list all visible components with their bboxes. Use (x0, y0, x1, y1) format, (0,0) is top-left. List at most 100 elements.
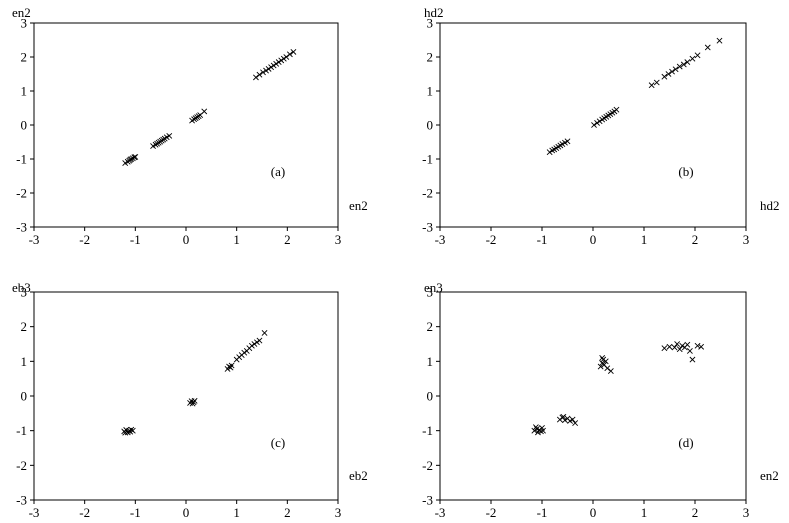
data-point (546, 149, 553, 156)
data-point (131, 154, 138, 161)
y-axis-label: hd2 (424, 5, 444, 20)
y-tick-label: -2 (422, 458, 433, 473)
data-point (594, 120, 600, 126)
data-point (122, 429, 129, 436)
data-point (540, 427, 546, 434)
data-point (532, 424, 539, 431)
data-point (273, 60, 280, 67)
x-tick-label: 0 (183, 505, 190, 520)
y-tick-label: 2 (21, 50, 28, 65)
x-axis-label: eb2 (349, 468, 368, 483)
data-point (260, 69, 266, 76)
data-point (676, 346, 683, 353)
data-point (591, 122, 597, 128)
y-tick-label: 0 (21, 389, 28, 404)
data-point (669, 68, 675, 75)
x-tick-label: -1 (537, 232, 548, 247)
data-point (256, 71, 263, 78)
data-point (564, 138, 571, 145)
plot-frame (33, 22, 339, 228)
y-tick-label: -3 (422, 220, 433, 235)
data-point (599, 354, 606, 361)
panel-label: (b) (678, 164, 693, 179)
plot-frame (33, 291, 339, 501)
y-tick-label: -1 (422, 152, 433, 167)
plot-frame (439, 22, 747, 228)
data-point (201, 108, 208, 115)
x-tick-label: -1 (130, 232, 141, 247)
x-tick-label: 3 (743, 232, 750, 247)
data-point (254, 339, 260, 346)
data-point (665, 71, 672, 77)
data-point (228, 362, 235, 369)
y-tick-label: 2 (21, 319, 28, 334)
y-tick-label: -1 (422, 423, 433, 438)
data-point (166, 132, 173, 139)
y-tick-label: 3 (427, 285, 434, 300)
x-tick-label: 3 (743, 505, 750, 520)
x-tick-label: 3 (335, 505, 342, 520)
y-tick-label: 3 (21, 285, 28, 300)
y-tick-label: 0 (21, 118, 28, 133)
y-tick-label: -1 (16, 152, 27, 167)
x-axis-label: hd2 (760, 198, 780, 213)
data-point (251, 341, 258, 347)
data-point (275, 59, 282, 66)
x-tick-label: -1 (130, 505, 141, 520)
data-point (648, 82, 655, 89)
data-point (560, 413, 567, 420)
data-point (596, 118, 603, 125)
data-point (283, 54, 290, 60)
y-tick-label: 3 (21, 16, 28, 31)
data-point (600, 356, 607, 363)
data-point (704, 44, 711, 51)
y-tick-label: 0 (427, 389, 434, 404)
data-point (132, 154, 139, 160)
data-point (253, 74, 259, 81)
data-point (653, 79, 660, 86)
y-tick-label: -2 (16, 458, 27, 473)
x-tick-label: 1 (233, 232, 240, 247)
data-point (572, 420, 579, 426)
data-point (666, 343, 673, 350)
x-tick-label: 0 (590, 232, 597, 247)
data-point (671, 344, 678, 351)
y-tick-label: 1 (21, 354, 28, 369)
panel-label: (c) (271, 435, 285, 450)
data-point (672, 66, 679, 73)
x-tick-label: 3 (335, 232, 342, 247)
data-point (538, 428, 544, 435)
x-tick-label: 2 (692, 505, 699, 520)
data-point (694, 342, 701, 349)
y-tick-label: 0 (427, 118, 434, 133)
data-point (261, 329, 268, 336)
data-point (263, 67, 269, 74)
data-point (716, 37, 723, 44)
x-tick-label: -3 (29, 505, 40, 520)
data-point (278, 57, 285, 64)
x-tick-label: -1 (537, 505, 548, 520)
y-tick-label: 1 (21, 84, 28, 99)
plot-frame (439, 291, 747, 501)
data-point (286, 51, 293, 58)
x-axis-label: en2 (760, 468, 779, 483)
x-tick-label: 2 (284, 505, 291, 520)
y-axis-label: en2 (12, 5, 31, 20)
y-tick-label: 1 (427, 84, 434, 99)
data-point (191, 397, 198, 404)
data-point (562, 417, 568, 424)
x-tick-label: 2 (692, 232, 699, 247)
data-point (689, 55, 696, 62)
panel-label: (a) (271, 164, 285, 179)
data-point (241, 349, 248, 356)
x-axis-label: en2 (349, 198, 368, 213)
data-point (679, 342, 686, 349)
x-tick-label: 2 (284, 232, 291, 247)
data-point (674, 341, 681, 347)
y-axis-label: eb3 (12, 280, 31, 295)
